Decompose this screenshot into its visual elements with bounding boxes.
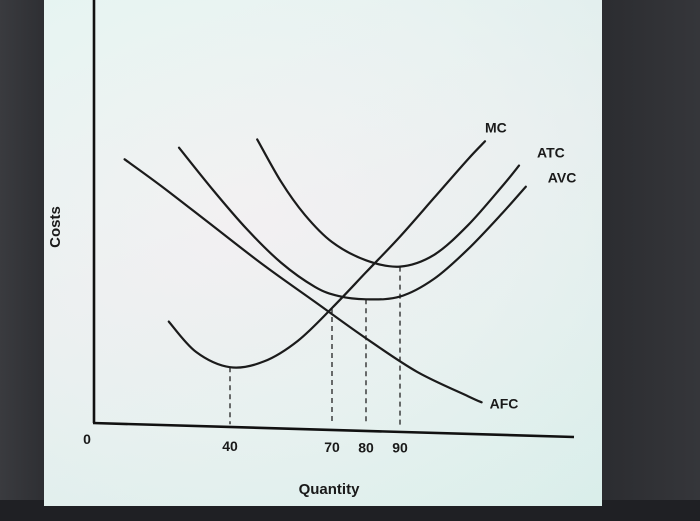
avc-label: AVC (548, 170, 577, 186)
x-tick-label-80: 80 (358, 439, 374, 455)
afc-curve (123, 158, 483, 404)
mc-curve (167, 140, 487, 369)
chart-panel: 40 70 80 90 MC ATC AVC AFC 0 Quantity Costs (44, 0, 602, 506)
monitor-bezel-right (598, 0, 700, 521)
x-tick-labels: 40 70 80 90 (222, 438, 408, 455)
origin-label: 0 (83, 431, 91, 447)
x-tick-label-40: 40 (222, 438, 238, 454)
cost-curves-chart: 40 70 80 90 MC ATC AVC AFC 0 Quantity Costs (47, 0, 576, 498)
monitor-bezel-left (0, 0, 48, 521)
x-axis (92, 421, 575, 439)
x-tick-label-90: 90 (392, 440, 408, 456)
avc-curve (177, 146, 527, 301)
series-labels: MC ATC AVC AFC (485, 119, 576, 411)
dashed-guide-lines (229, 266, 401, 426)
atc-label: ATC (537, 145, 565, 161)
cost-curves (123, 138, 527, 404)
x-axis-label: Quantity (299, 481, 360, 498)
atc-curve (256, 138, 521, 268)
afc-label: AFC (490, 395, 519, 411)
y-axis-label: Costs (47, 206, 64, 248)
x-tick-label-70: 70 (324, 439, 340, 455)
mc-label: MC (485, 119, 507, 135)
